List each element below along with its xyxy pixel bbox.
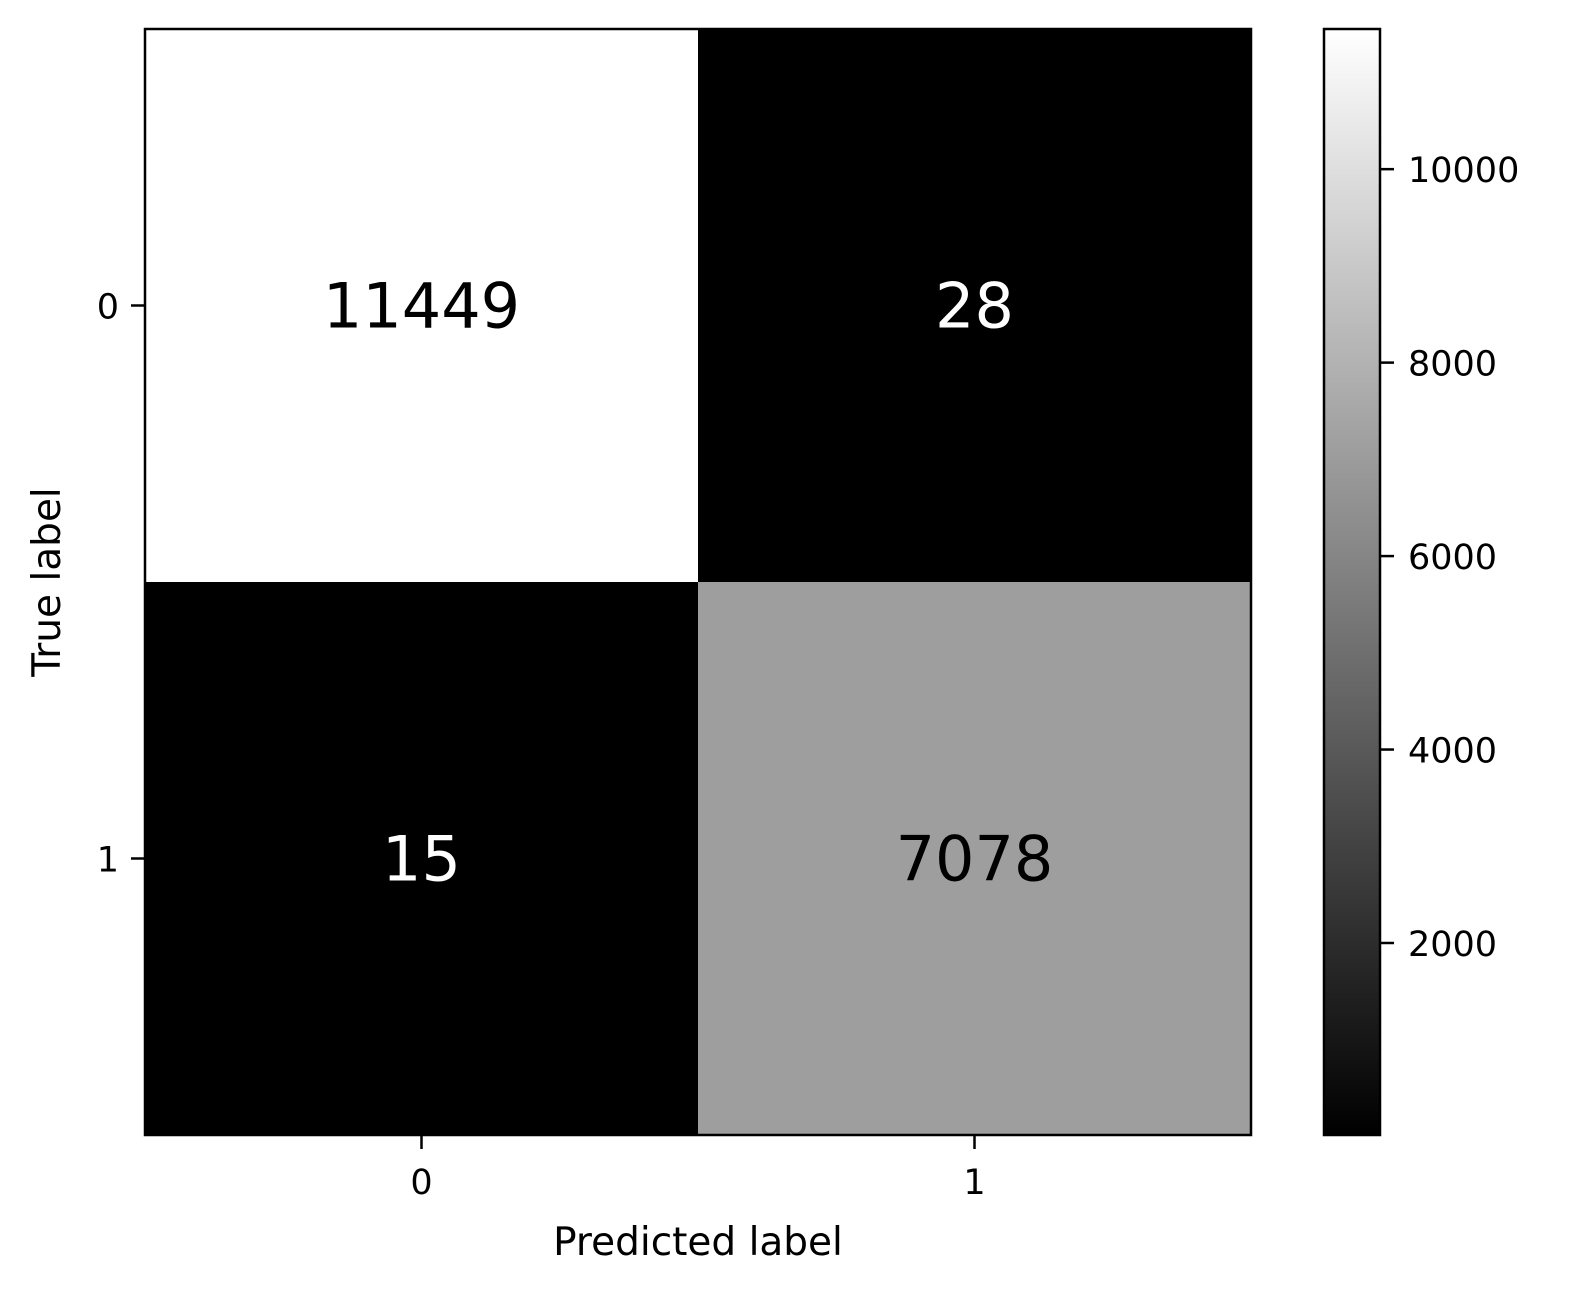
cell-value-label: 28: [935, 270, 1014, 343]
colorbar-tick-label: 6000: [1408, 538, 1497, 578]
plot-frame: [143, 27, 1253, 1137]
y-tick-label: 0: [97, 288, 119, 328]
colorbar-tick-label: 8000: [1408, 345, 1497, 385]
heatmap-cell: [145, 29, 699, 583]
colorbar: [1322, 27, 1382, 1137]
colorbar-ticks: 2000 4000 6000 8000 10000: [1380, 151, 1519, 965]
heatmap-cell-labels: 11449 28 15 7078: [323, 270, 1054, 896]
colorbar-tick-label: 2000: [1408, 925, 1497, 965]
y-tick-label: 1: [97, 841, 119, 881]
cell-value-label: 11449: [323, 270, 520, 343]
heatmap-cell: [698, 29, 1252, 583]
colorbar-tick-label: 10000: [1408, 151, 1519, 191]
colorbar-tick-label: 4000: [1408, 732, 1497, 772]
x-axis-label: Predicted label: [553, 1220, 843, 1265]
cell-value-label: 15: [382, 823, 461, 896]
x-tick-label: 0: [410, 1163, 432, 1203]
heatmap-cell: [145, 582, 699, 1136]
y-axis-ticks: 01: [97, 288, 145, 881]
y-axis-label: True label: [25, 487, 70, 678]
x-tick-label: 1: [963, 1163, 985, 1203]
heatmap-cell: [698, 582, 1252, 1136]
cell-value-label: 7078: [896, 823, 1054, 896]
heatmap-cells: [145, 29, 1252, 1136]
